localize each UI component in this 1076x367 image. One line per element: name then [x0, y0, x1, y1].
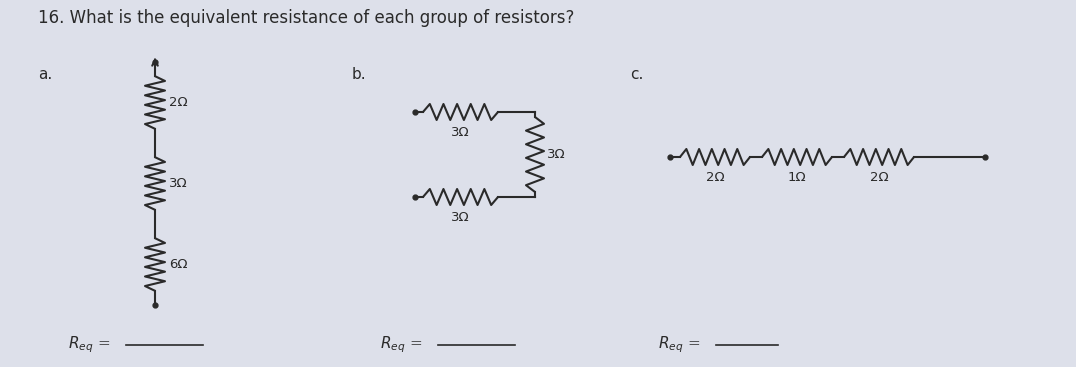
Text: a.: a. — [38, 67, 53, 82]
Text: $R_{eq}$ =: $R_{eq}$ = — [68, 335, 111, 355]
Text: b.: b. — [352, 67, 367, 82]
Text: c.: c. — [631, 67, 643, 82]
Text: 3Ω: 3Ω — [451, 211, 470, 224]
Text: 2Ω: 2Ω — [869, 171, 889, 184]
Text: 3Ω: 3Ω — [451, 126, 470, 139]
Text: 2Ω: 2Ω — [169, 96, 187, 109]
Text: 2Ω: 2Ω — [706, 171, 724, 184]
Text: 3Ω: 3Ω — [169, 177, 187, 190]
Text: $R_{eq}$ =: $R_{eq}$ = — [380, 335, 423, 355]
Text: $R_{eq}$ =: $R_{eq}$ = — [659, 335, 700, 355]
Text: 6Ω: 6Ω — [169, 258, 187, 271]
Text: 1Ω: 1Ω — [788, 171, 806, 184]
Text: 16. What is the equivalent resistance of each group of resistors?: 16. What is the equivalent resistance of… — [38, 9, 575, 27]
Text: 3Ω: 3Ω — [547, 148, 566, 161]
